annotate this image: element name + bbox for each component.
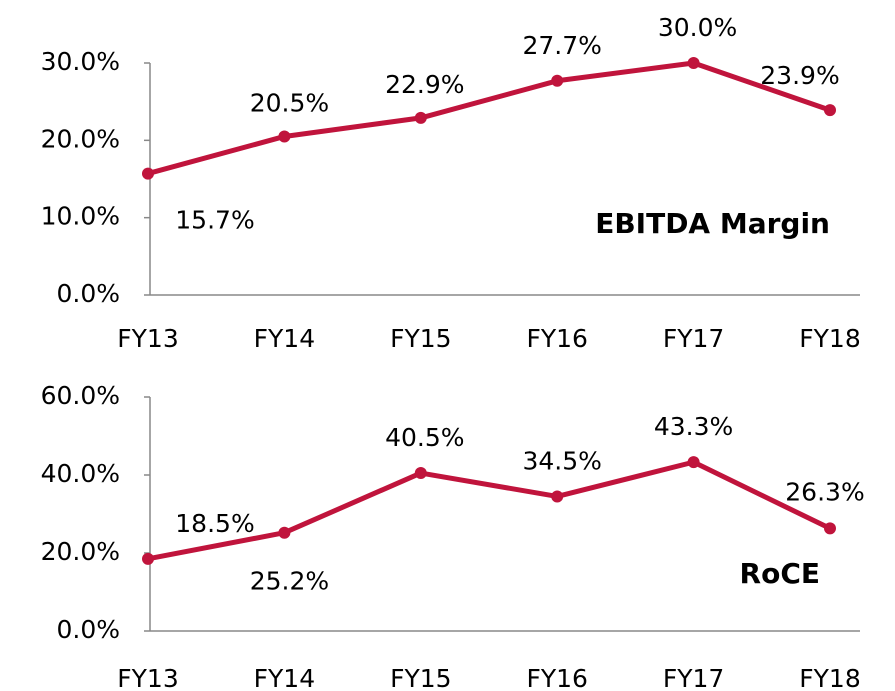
data-label: 23.9% [760, 61, 839, 90]
line [147, 60, 831, 176]
data-label: 20.5% [250, 88, 329, 117]
point [824, 522, 836, 535]
y-tick-label: 0.0% [56, 279, 120, 308]
x-tick-label: FY13 [117, 324, 178, 353]
x-tick-label: FY16 [526, 664, 587, 691]
x-tick-label: FY14 [254, 664, 315, 691]
data-label: 26.3% [785, 477, 864, 506]
point [687, 456, 700, 469]
annotation: RoCE [740, 557, 820, 590]
point [687, 57, 700, 69]
x-tick-label: FY13 [117, 664, 178, 691]
x-tick-label: FY17 [663, 664, 724, 691]
line [147, 459, 832, 562]
data-label: 15.7% [175, 206, 254, 235]
point [414, 467, 427, 480]
data-label: 43.3% [654, 412, 733, 441]
y-tick-label: 20.0% [41, 124, 120, 153]
point [278, 130, 291, 143]
y-tick-label: 20.0% [41, 537, 120, 566]
data-label: 30.0% [658, 13, 737, 42]
point [824, 104, 836, 117]
data-label: 22.9% [385, 70, 464, 99]
point [142, 552, 154, 565]
annotation: EBITDA Margin [595, 207, 830, 240]
x-tick-label: FY16 [526, 324, 587, 353]
y-tick-label: 10.0% [41, 202, 120, 231]
point [551, 74, 564, 87]
x-tick-label: FY15 [390, 664, 451, 691]
y-tick-label: 30.0% [41, 47, 120, 76]
data-label: 25.2% [250, 567, 329, 596]
x-tick-label: FY14 [254, 324, 315, 353]
y-tick-label: 40.0% [41, 459, 120, 488]
x-tick-label: FY15 [390, 324, 451, 353]
x-tick-label: FY17 [663, 324, 724, 353]
data-label: 18.5% [175, 509, 254, 538]
data-label: 27.7% [522, 31, 601, 60]
x-tick-label: FY18 [799, 324, 860, 353]
point [414, 111, 427, 124]
x-tick-label: FY18 [799, 664, 860, 691]
data-label: 34.5% [522, 446, 601, 475]
y-tick-label: 0.0% [56, 615, 120, 644]
data-label: 40.5% [385, 423, 464, 452]
point [551, 490, 564, 503]
point [142, 167, 154, 180]
point [278, 526, 291, 539]
y-tick-label: 60.0% [41, 381, 120, 410]
